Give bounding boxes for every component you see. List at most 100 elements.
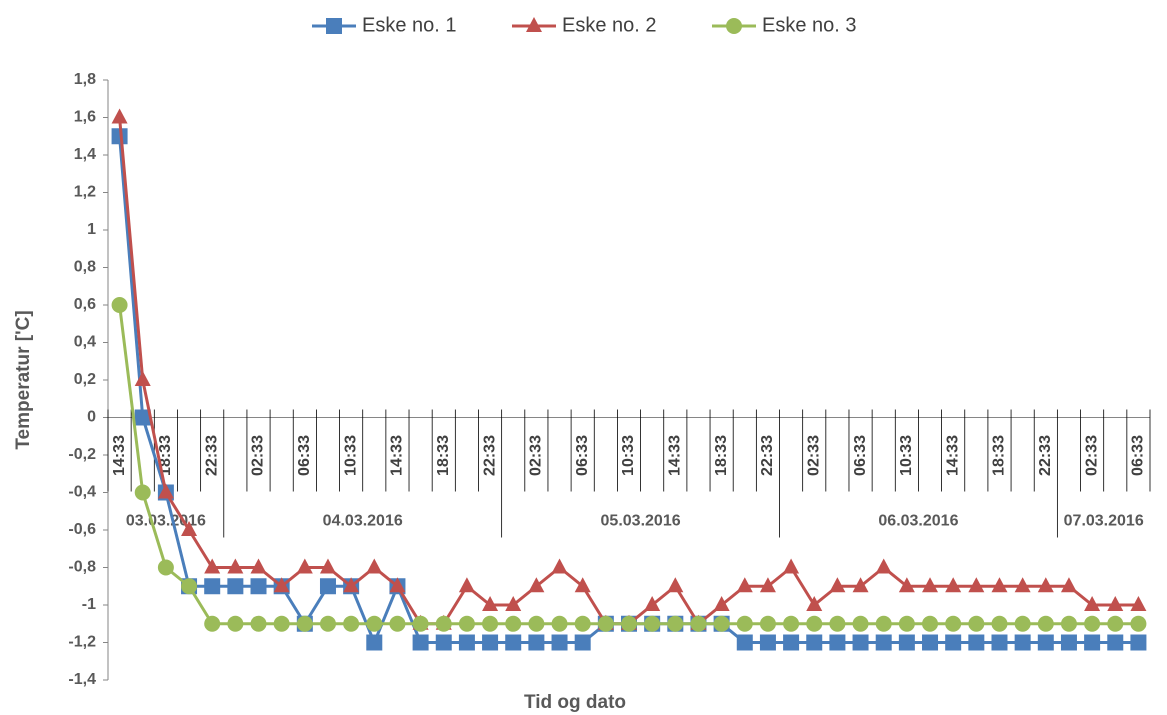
marker xyxy=(644,596,661,611)
y-tick-label: 0,2 xyxy=(74,371,96,388)
marker xyxy=(852,634,869,651)
marker xyxy=(736,577,753,593)
marker xyxy=(829,615,846,632)
x-tick-label: 22:33 xyxy=(759,435,776,476)
marker xyxy=(783,558,800,574)
marker xyxy=(526,17,542,32)
marker xyxy=(1060,577,1077,593)
marker xyxy=(875,558,892,574)
marker xyxy=(574,577,591,593)
marker xyxy=(458,615,475,632)
marker xyxy=(528,577,545,593)
marker xyxy=(991,577,1008,593)
marker xyxy=(204,615,221,632)
marker xyxy=(1037,615,1054,632)
marker xyxy=(922,577,939,593)
y-tick-label: -0,2 xyxy=(68,446,96,463)
marker xyxy=(111,128,128,145)
marker xyxy=(1130,596,1147,611)
legend-label: Eske no. 2 xyxy=(562,14,657,36)
marker xyxy=(366,558,383,574)
marker xyxy=(1014,577,1031,593)
marker xyxy=(458,577,475,593)
marker xyxy=(505,596,522,611)
marker xyxy=(134,371,151,386)
group-label: 05.03.2016 xyxy=(601,513,681,530)
x-tick-label: 18:33 xyxy=(435,435,452,476)
marker xyxy=(1130,615,1147,632)
marker xyxy=(1130,634,1147,651)
marker xyxy=(783,615,800,632)
x-tick-label: 02:33 xyxy=(1083,435,1100,476)
y-tick-label: 1,4 xyxy=(74,146,96,163)
legend-label: Eske no. 3 xyxy=(762,14,857,36)
marker xyxy=(713,596,730,611)
marker xyxy=(273,577,290,593)
marker xyxy=(644,615,661,632)
marker xyxy=(806,634,823,651)
y-tick-label: -1,4 xyxy=(68,671,96,688)
marker xyxy=(1107,634,1124,651)
x-tick-label: 22:33 xyxy=(1037,435,1054,476)
marker xyxy=(273,615,290,632)
marker xyxy=(1037,634,1054,651)
x-tick-label: 10:33 xyxy=(620,435,637,476)
marker xyxy=(806,615,823,632)
marker xyxy=(968,615,985,632)
marker xyxy=(181,521,198,536)
x-tick-label: 02:33 xyxy=(250,435,267,476)
marker xyxy=(783,634,800,651)
marker xyxy=(713,615,730,632)
marker xyxy=(412,615,429,632)
marker xyxy=(250,558,267,574)
marker xyxy=(945,577,962,593)
x-tick-label: 14:33 xyxy=(667,435,684,476)
x-tick-label: 06:33 xyxy=(574,435,591,476)
marker xyxy=(1060,634,1077,651)
marker xyxy=(852,577,869,593)
series-line xyxy=(118,117,1139,626)
marker xyxy=(898,577,915,593)
marker xyxy=(806,596,823,611)
x-tick-label: 02:33 xyxy=(805,435,822,476)
marker xyxy=(111,297,128,313)
marker xyxy=(759,577,776,593)
marker xyxy=(551,634,568,651)
legend-label: Eske no. 1 xyxy=(362,14,457,36)
marker xyxy=(875,634,892,651)
marker xyxy=(736,634,753,651)
series-line xyxy=(118,136,1139,644)
marker xyxy=(412,634,429,651)
marker xyxy=(366,615,383,632)
marker xyxy=(1107,615,1124,632)
marker xyxy=(134,409,151,426)
y-tick-label: -0,8 xyxy=(68,559,96,576)
marker xyxy=(157,483,174,499)
x-tick-label: 22:33 xyxy=(203,435,220,476)
marker xyxy=(366,634,383,651)
marker xyxy=(968,577,985,593)
marker xyxy=(1014,615,1031,632)
marker xyxy=(482,596,499,611)
marker xyxy=(319,578,336,595)
marker xyxy=(227,578,244,595)
marker xyxy=(667,577,684,593)
marker xyxy=(621,615,637,632)
marker xyxy=(898,634,915,651)
group-label: 04.03.2016 xyxy=(323,513,403,530)
marker xyxy=(945,615,962,632)
marker xyxy=(875,615,892,632)
marker xyxy=(204,558,221,574)
marker xyxy=(726,18,742,34)
marker xyxy=(991,615,1008,632)
marker xyxy=(690,615,707,632)
marker xyxy=(319,558,336,574)
marker xyxy=(326,18,342,34)
y-tick-label: -0,6 xyxy=(68,521,96,538)
marker xyxy=(991,634,1008,651)
x-tick-label: 10:33 xyxy=(898,435,915,476)
x-tick-label: 14:33 xyxy=(111,435,128,476)
marker xyxy=(458,634,475,651)
marker xyxy=(759,634,776,651)
